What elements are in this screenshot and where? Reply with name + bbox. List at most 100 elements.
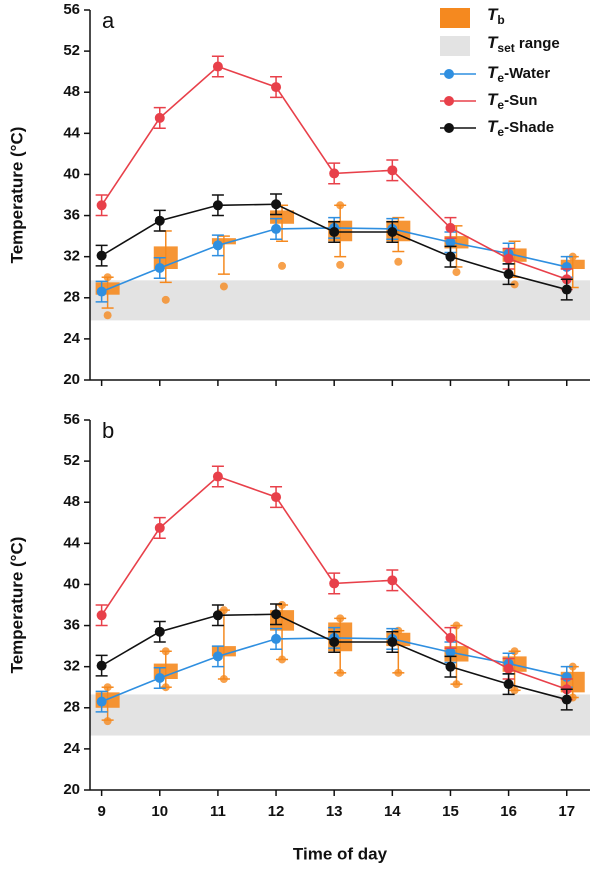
y-tick-label: 20 [63, 371, 80, 388]
x-tick-label: 16 [500, 803, 517, 820]
series-point [96, 610, 107, 621]
x-axis-label: Time of day [293, 844, 388, 863]
series-point [212, 61, 223, 72]
legend-rest: -Sun [504, 92, 537, 109]
y-tick-label: 52 [63, 452, 80, 469]
series-point [445, 251, 456, 262]
legend-italic: T [487, 33, 499, 52]
y-tick-label: 28 [63, 289, 80, 306]
series-point [503, 679, 514, 690]
series-point [96, 286, 107, 297]
y-axis-label: Temperature (°C) [7, 127, 26, 264]
tb-point [336, 260, 345, 269]
series-point [329, 227, 340, 237]
series-point [387, 165, 398, 176]
series-point [329, 578, 340, 589]
y-tick-label: 52 [63, 42, 80, 59]
x-tick-label: 12 [268, 803, 285, 820]
legend-dot [444, 123, 454, 133]
tset-band [90, 280, 590, 321]
tb-point [103, 273, 112, 282]
series-point [212, 651, 223, 662]
tb-point [394, 257, 403, 266]
tb-point [510, 280, 519, 289]
x-tick-label: 9 [97, 803, 105, 820]
series-point [387, 575, 398, 586]
series-point [154, 112, 165, 123]
series-point [154, 262, 165, 273]
tb-box [270, 210, 295, 224]
series-point [387, 227, 398, 237]
tb-point [103, 717, 112, 726]
series-point [154, 522, 165, 533]
tb-point [336, 201, 345, 210]
series-point [154, 672, 165, 683]
y-tick-label: 44 [63, 534, 80, 551]
legend-rest: range [515, 35, 560, 52]
tb-point [278, 655, 287, 664]
series-point [154, 626, 165, 637]
series-point [445, 237, 456, 248]
series-point [561, 284, 572, 295]
series-point [503, 269, 514, 280]
x-tick-label: 13 [326, 803, 343, 820]
x-tick-label: 11 [210, 803, 226, 820]
series-point [154, 215, 165, 226]
series-point [212, 240, 223, 251]
legend-label: Te-Water [487, 63, 550, 85]
tb-point [510, 686, 519, 695]
legend-dot [444, 69, 454, 79]
y-tick-label: 36 [63, 617, 80, 634]
y-tick-label: 36 [63, 207, 80, 224]
tb-point [103, 311, 112, 320]
tb-point [452, 268, 461, 277]
y-tick-label: 32 [63, 248, 80, 265]
legend-swatch [440, 8, 470, 28]
x-tick-label: 14 [384, 803, 401, 820]
legend-sub: e [497, 98, 504, 112]
series-point [387, 637, 398, 647]
y-tick-label: 44 [63, 124, 80, 141]
y-tick-label: 48 [63, 493, 80, 510]
series-point [212, 200, 223, 211]
series-point [503, 663, 514, 674]
series-point [271, 492, 282, 503]
series-point [96, 696, 107, 707]
panel-label: b [102, 418, 114, 443]
series-point [445, 632, 456, 643]
legend-rest: -Water [504, 65, 550, 82]
x-tick-label: 15 [442, 803, 459, 820]
legend-italic: T [487, 90, 499, 109]
tb-point [336, 668, 345, 677]
panel-label: a [102, 8, 115, 33]
series-point [329, 637, 340, 647]
legend-dot [444, 96, 454, 106]
y-tick-label: 20 [63, 781, 80, 798]
series-point [561, 694, 572, 705]
y-tick-label: 48 [63, 83, 80, 100]
legend-label: Tb [487, 5, 505, 27]
series-point [212, 610, 223, 621]
legend-rest: -Shade [504, 119, 554, 136]
legend-label: Te-Sun [487, 90, 537, 112]
tb-box [211, 646, 236, 657]
series-point [445, 222, 456, 233]
tb-point [161, 647, 170, 656]
series-point [271, 199, 282, 210]
legend-sub: e [497, 125, 504, 139]
y-tick-label: 32 [63, 658, 80, 675]
tb-point [394, 668, 403, 677]
series-point [96, 200, 107, 211]
series-point [96, 660, 107, 671]
tb-point [278, 601, 287, 609]
tset-band [90, 694, 590, 736]
legend-italic: T [487, 117, 499, 136]
y-axis-label: Temperature (°C) [7, 537, 26, 674]
series-point [212, 471, 223, 482]
legend-sub: e [497, 71, 504, 85]
y-tick-label: 40 [63, 165, 80, 182]
tb-point [336, 614, 345, 623]
tb-box [560, 259, 585, 269]
tb-point [219, 282, 228, 291]
